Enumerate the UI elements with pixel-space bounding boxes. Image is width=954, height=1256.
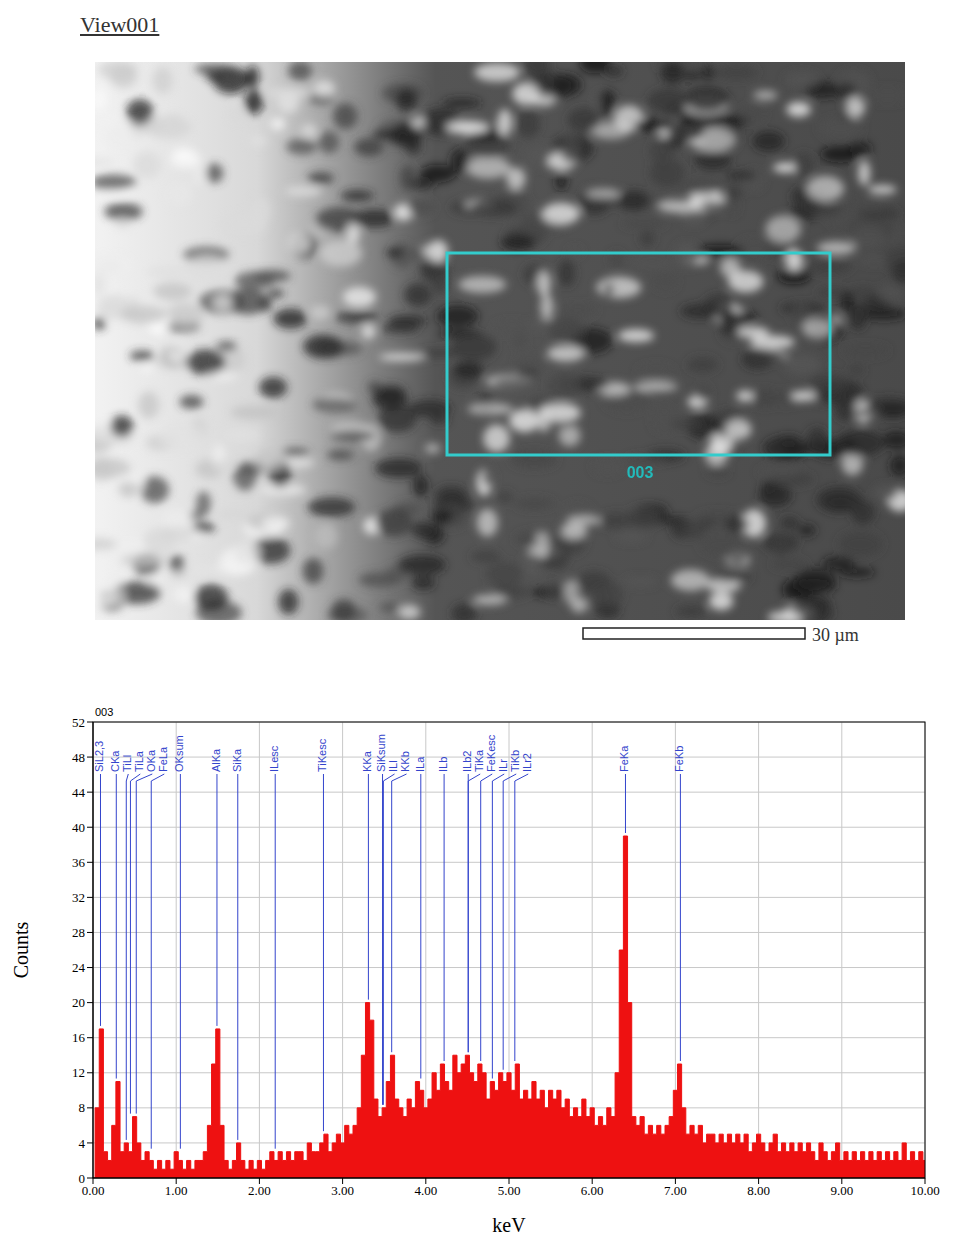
svg-text:12: 12 (72, 1065, 85, 1080)
svg-text:KKb: KKb (399, 751, 411, 772)
svg-text:8.00: 8.00 (747, 1183, 770, 1198)
svg-text:2.00: 2.00 (248, 1183, 271, 1198)
svg-text:ILr2: ILr2 (521, 753, 533, 772)
svg-text:TiKesc: TiKesc (316, 738, 328, 772)
svg-text:52: 52 (72, 715, 85, 730)
svg-text:SiL2,3: SiL2,3 (93, 741, 105, 772)
svg-text:FeKesc: FeKesc (485, 734, 497, 772)
svg-text:36: 36 (72, 855, 86, 870)
svg-text:ILr: ILr (497, 759, 509, 772)
svg-text:OKa: OKa (145, 749, 157, 772)
svg-text:TiLa: TiLa (133, 750, 145, 772)
svg-text:8: 8 (79, 1100, 86, 1115)
svg-text:9.00: 9.00 (830, 1183, 853, 1198)
svg-text:ILa: ILa (414, 756, 426, 772)
svg-text:30 µm: 30 µm (812, 625, 859, 645)
svg-text:FeKa: FeKa (618, 745, 630, 772)
svg-text:ILesc: ILesc (268, 745, 280, 772)
svg-text:KKa: KKa (361, 750, 373, 772)
svg-text:10.00: 10.00 (910, 1183, 939, 1198)
svg-text:0.00: 0.00 (82, 1183, 105, 1198)
svg-text:keV: keV (492, 1214, 526, 1236)
svg-text:7.00: 7.00 (664, 1183, 687, 1198)
svg-text:ILl: ILl (387, 760, 399, 772)
svg-text:48: 48 (72, 750, 85, 765)
svg-text:4.00: 4.00 (414, 1183, 437, 1198)
svg-text:Counts: Counts (10, 921, 32, 978)
svg-text:003: 003 (627, 464, 654, 481)
svg-text:0: 0 (79, 1171, 86, 1186)
svg-text:SiKsum: SiKsum (375, 734, 387, 772)
svg-text:FeLa: FeLa (157, 746, 169, 772)
svg-text:44: 44 (72, 785, 86, 800)
svg-text:SiKa: SiKa (231, 748, 243, 772)
html-text:View001: View001 (80, 12, 160, 37)
svg-text:OKsum: OKsum (173, 735, 185, 772)
svg-text:3.00: 3.00 (331, 1183, 354, 1198)
svg-text:6.00: 6.00 (581, 1183, 604, 1198)
svg-text:AlKa: AlKa (210, 748, 222, 772)
svg-text:003: 003 (95, 706, 113, 718)
svg-text:32: 32 (72, 890, 85, 905)
svg-text:ILb2: ILb2 (461, 751, 473, 772)
svg-text:1.00: 1.00 (165, 1183, 188, 1198)
svg-text:5.00: 5.00 (498, 1183, 521, 1198)
svg-text:CKa: CKa (109, 750, 121, 772)
svg-text:24: 24 (72, 960, 86, 975)
svg-text:ILb: ILb (437, 757, 449, 772)
svg-text:TiKa: TiKa (473, 749, 485, 772)
svg-text:40: 40 (72, 820, 85, 835)
svg-text:FeKb: FeKb (673, 746, 685, 772)
svg-text:TiLl: TiLl (121, 755, 133, 772)
svg-text:28: 28 (72, 925, 85, 940)
svg-text:4: 4 (79, 1136, 86, 1151)
svg-text:20: 20 (72, 995, 85, 1010)
svg-text:16: 16 (72, 1030, 86, 1045)
svg-text:TiKb: TiKb (509, 750, 521, 772)
